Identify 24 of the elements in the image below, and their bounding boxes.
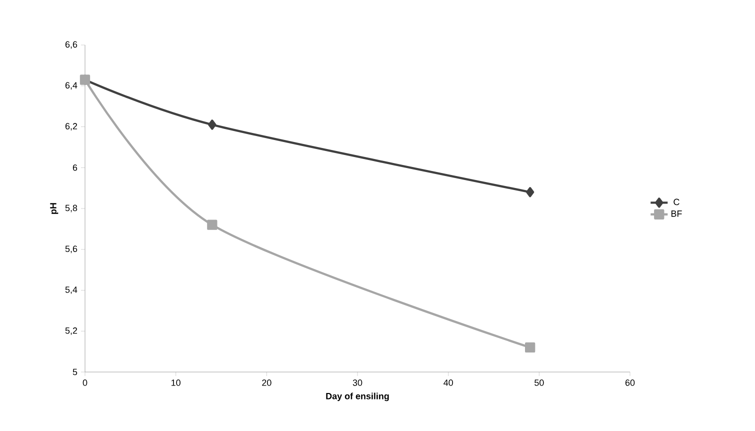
x-tick-label: 60 xyxy=(625,380,635,386)
y-tick-label: 6 xyxy=(72,164,78,171)
x-tick-label: 0 xyxy=(82,380,88,386)
x-tick-label: 40 xyxy=(444,380,453,386)
y-tick-label: 5,8 xyxy=(65,204,78,212)
x-tick-label: 30 xyxy=(352,380,362,386)
y-tick-label: 5,4 xyxy=(65,286,78,294)
y-tick-label: 6,4 xyxy=(65,82,78,90)
y-tick-label: 5,6 xyxy=(65,246,78,254)
y-tick-label: 6,6 xyxy=(65,41,78,49)
point xyxy=(525,342,536,353)
legend-label: BF xyxy=(671,210,682,217)
point xyxy=(208,120,216,130)
y-tick-label: 6,2 xyxy=(65,123,78,130)
y-axis-title: pH xyxy=(50,203,58,214)
y-tick-label: 5 xyxy=(72,368,78,376)
legend-label: C xyxy=(674,198,680,206)
y-tick-label: 5,2 xyxy=(65,327,78,335)
x-tick-label: 20 xyxy=(262,380,272,386)
point xyxy=(207,220,218,230)
point xyxy=(526,187,534,198)
x-tick-label: 50 xyxy=(534,380,544,386)
x-tick-label: 10 xyxy=(172,380,180,386)
x-axis-title: Day of ensiling xyxy=(326,392,389,402)
